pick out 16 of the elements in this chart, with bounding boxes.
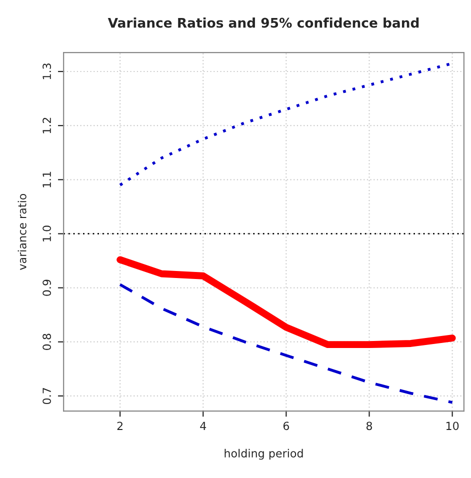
y-axis-title: variance ratio [18, 194, 26, 270]
x-axis-title: holding period [224, 448, 303, 460]
chart-title: Variance Ratios and 95% confidence band [108, 18, 419, 28]
x-tick-label: 10 [446, 422, 459, 430]
y-tick-label: 0.9 [42, 280, 52, 296]
y-tick-label: 0.8 [42, 334, 52, 350]
y-tick-label: 0.7 [42, 388, 52, 404]
x-tick-label: 6 [283, 422, 290, 430]
x-tick-label: 4 [200, 422, 206, 430]
y-tick-label: 1.3 [42, 64, 52, 80]
x-tick-label: 2 [117, 422, 122, 430]
y-tick-label: 1.0 [42, 226, 52, 242]
y-tick-label: 1.1 [42, 172, 51, 188]
line-series [118, 283, 454, 404]
y-tick-label: 1.2 [42, 118, 51, 134]
x-tick-label: 8 [366, 422, 372, 430]
